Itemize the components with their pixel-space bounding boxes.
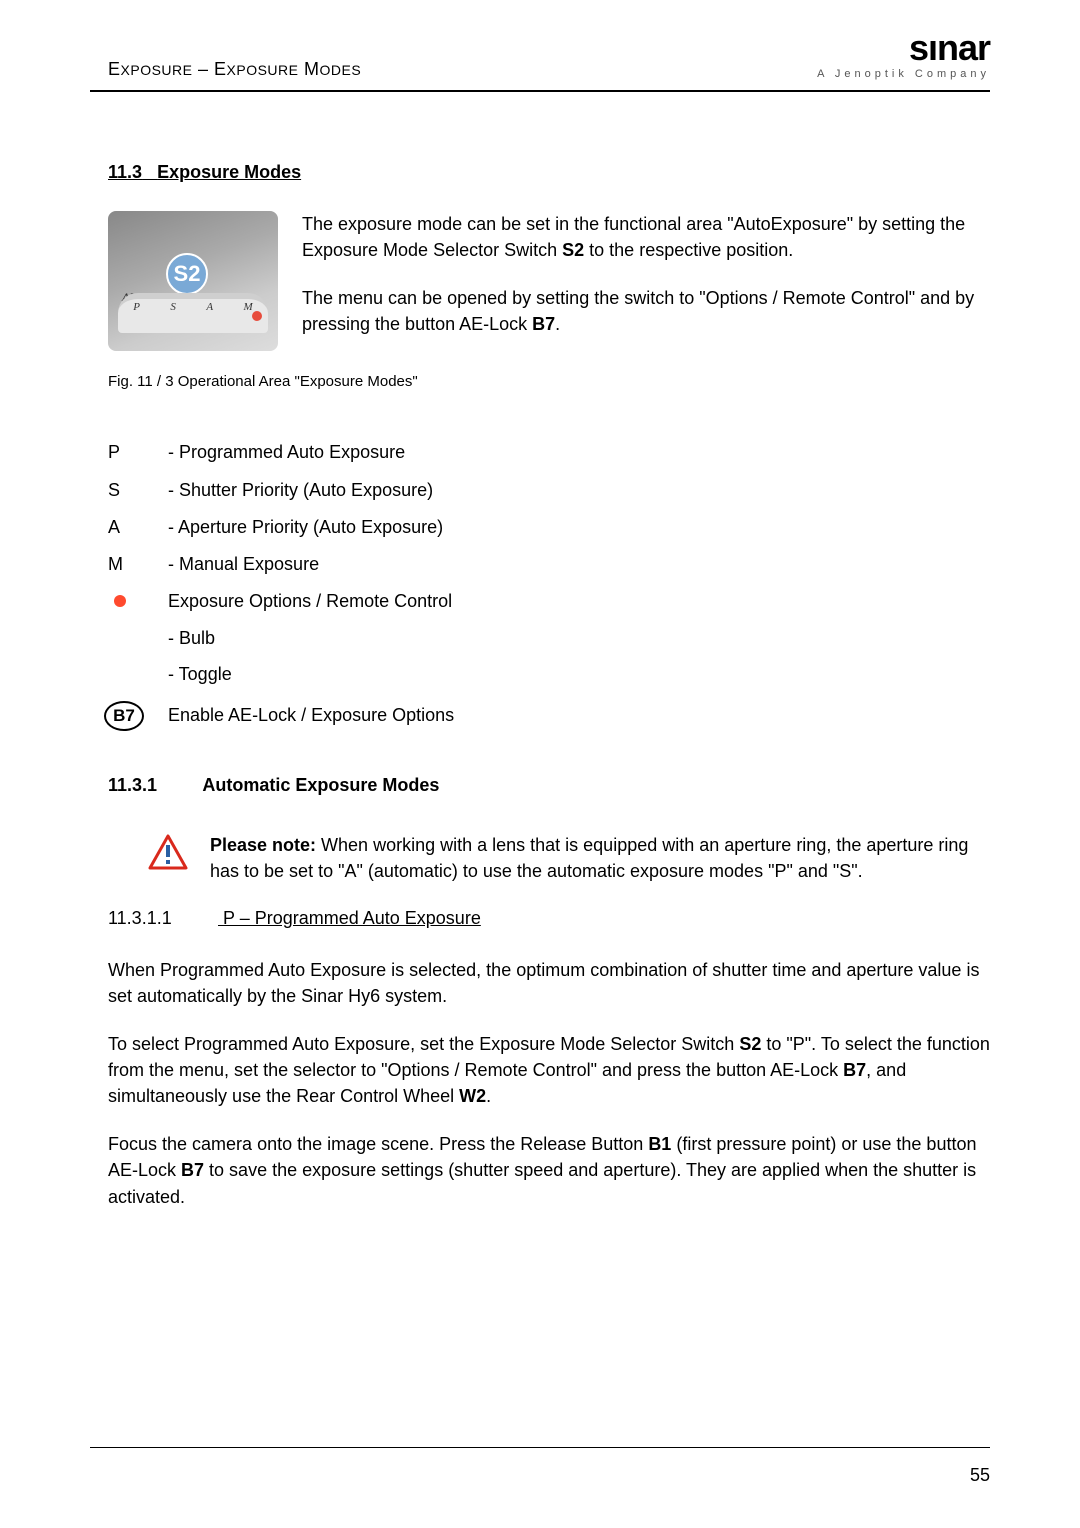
mode-row-m: M - Manual Exposure (108, 552, 990, 577)
page-number: 55 (970, 1465, 990, 1486)
sub-toggle: - Toggle (168, 662, 990, 687)
breadcrumb: EXPOSURE – EXPOSURE MODES (90, 59, 361, 80)
figure-s2-badge: S2 (166, 253, 208, 295)
mode-desc: - Shutter Priority (Auto Exposure) (168, 478, 433, 503)
note-text: Please note: When working with a lens th… (210, 832, 990, 884)
dial-m: M (244, 301, 253, 313)
subsubsection-heading: 11.3.1.1 P – Programmed Auto Exposure (108, 908, 990, 929)
brand-block: sınar A Jenoptik Company (817, 30, 990, 80)
mode-desc: Enable AE-Lock / Exposure Options (168, 703, 454, 728)
mode-key: S (108, 478, 168, 503)
mode-row-options: Exposure Options / Remote Control (108, 589, 990, 614)
dial-s: S (170, 301, 176, 313)
sub-bulb: - Bulb (168, 626, 990, 651)
brand-tagline: A Jenoptik Company (817, 68, 990, 80)
mode-key: M (108, 552, 168, 577)
intro-paragraph-2: The menu can be opened by setting the sw… (302, 285, 990, 337)
figure-caption: Fig. 11 / 3 Operational Area "Exposure M… (108, 373, 990, 390)
red-dot-icon (114, 595, 126, 607)
subsection-title: Automatic Exposure Modes (202, 775, 439, 795)
subsection-heading: 11.3.1 Automatic Exposure Modes (108, 775, 990, 796)
subsection-number: 11.3.1 (108, 775, 198, 796)
figure-red-dot-icon (252, 311, 262, 321)
figure-dial: P S A M (118, 293, 268, 333)
b7-badge-icon: B7 (104, 701, 144, 731)
brand-logo: sınar (817, 30, 990, 66)
page-header: EXPOSURE – EXPOSURE MODES sınar A Jenopt… (90, 30, 990, 92)
mode-desc: - Aperture Priority (Auto Exposure) (168, 515, 443, 540)
dial-p: P (133, 301, 140, 313)
section-number: 11.3 (108, 162, 142, 182)
footer-rule (90, 1447, 990, 1448)
dial-a: A (206, 301, 213, 313)
body-paragraph-3: Focus the camera onto the image scene. P… (108, 1131, 990, 1209)
body-paragraph-1: When Programmed Auto Exposure is selecte… (108, 957, 990, 1009)
mode-desc: - Programmed Auto Exposure (168, 440, 405, 465)
mode-row-p: P - Programmed Auto Exposure (108, 440, 990, 465)
mode-key: P (108, 440, 168, 465)
warning-icon (148, 834, 188, 870)
mode-row-b7: B7 Enable AE-Lock / Exposure Options (108, 701, 990, 731)
mode-desc: Exposure Options / Remote Control (168, 589, 452, 614)
intro-paragraph-1: The exposure mode can be set in the func… (302, 211, 990, 263)
subsub-number: 11.3.1.1 (108, 908, 218, 929)
subsub-title: P – Programmed Auto Exposure (223, 908, 481, 928)
body-paragraph-2: To select Programmed Auto Exposure, set … (108, 1031, 990, 1109)
section-title: Exposure Modes (157, 162, 301, 182)
mode-desc: - Manual Exposure (168, 552, 319, 577)
mode-row-a: A - Aperture Priority (Auto Exposure) (108, 515, 990, 540)
note-block: Please note: When working with a lens th… (148, 832, 990, 884)
figure-image: AE S2 P S A M (108, 211, 278, 351)
options-sublist: - Bulb - Toggle (168, 626, 990, 686)
mode-list: P - Programmed Auto Exposure S - Shutter… (108, 440, 990, 730)
mode-key: A (108, 515, 168, 540)
mode-row-s: S - Shutter Priority (Auto Exposure) (108, 478, 990, 503)
section-heading: 11.3 Exposure Modes (108, 162, 990, 183)
